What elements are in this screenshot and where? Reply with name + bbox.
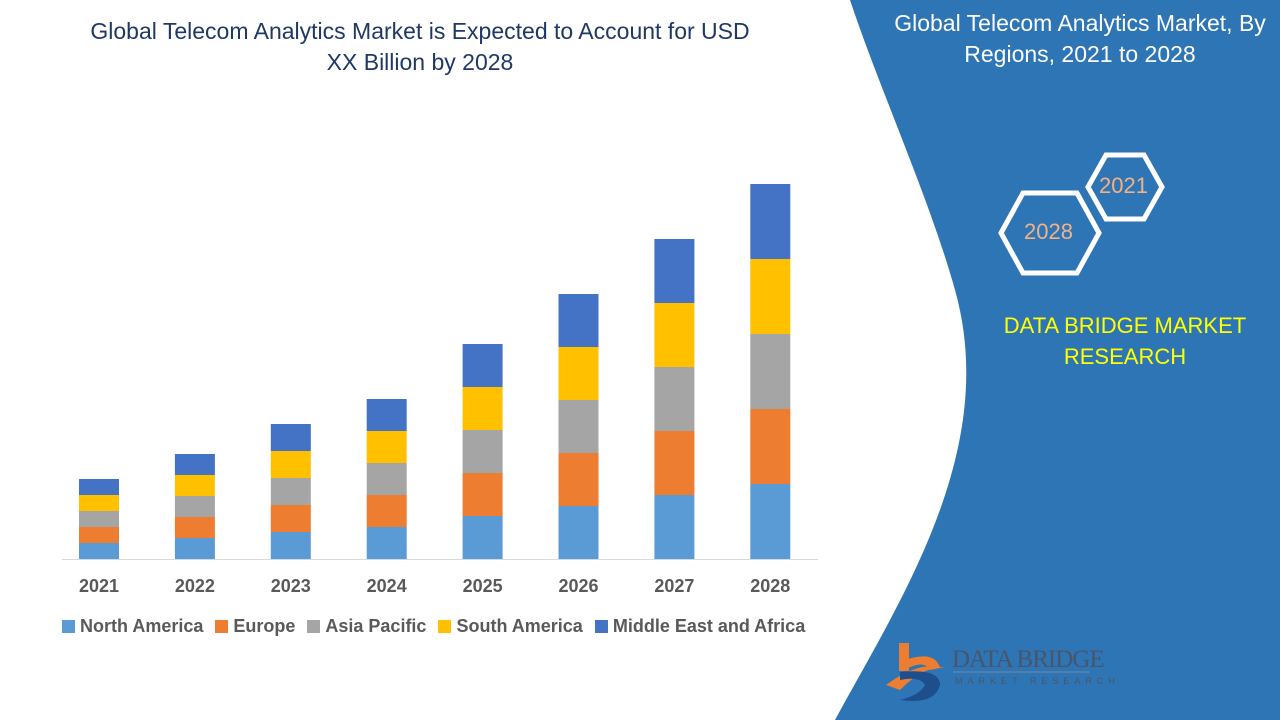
hex-year-2028: 2028: [1024, 219, 1073, 244]
bar-segment-south-america: [750, 259, 791, 334]
bar-segment-europe: [654, 431, 695, 495]
logo-icon: [886, 643, 945, 701]
bar-segment-middle-east-and-africa: [750, 184, 791, 259]
right-panel: [835, 0, 1280, 720]
bar-segment-north-america: [174, 538, 215, 559]
legend-label: South America: [456, 616, 583, 636]
bar-segment-north-america: [366, 527, 407, 559]
x-tick-label: 2025: [462, 576, 503, 596]
bar-segment-asia-pacific: [462, 430, 503, 473]
x-tick-label: 2027: [654, 576, 695, 596]
bar-segment-middle-east-and-africa: [79, 479, 119, 495]
logo-name: DATA BRIDGE: [952, 646, 1105, 673]
legend-item: South America: [438, 616, 583, 637]
x-tick-label: 2022: [174, 576, 215, 596]
legend-label: Middle East and Africa: [612, 616, 806, 636]
bar-segment-north-america: [462, 516, 503, 559]
bars: [79, 184, 791, 559]
bar-segment-north-america: [270, 532, 311, 559]
bar-segment-north-america: [79, 543, 119, 559]
bar-segment-middle-east-and-africa: [654, 239, 695, 303]
legend-item: Europe: [215, 616, 295, 637]
bar-segment-europe: [558, 453, 599, 506]
bar-segment-middle-east-and-africa: [558, 294, 599, 347]
bar-segment-south-america: [462, 387, 503, 430]
x-tick-label: 2023: [270, 576, 311, 596]
legend: North America Europe Asia Pacific South …: [62, 616, 805, 637]
hexagon-2021: [1085, 152, 1165, 222]
hexagon-2028: [998, 190, 1102, 276]
bar-segment-north-america: [654, 495, 695, 559]
bar-segment-middle-east-and-africa: [174, 454, 215, 475]
x-tick-label: 2021: [78, 576, 120, 596]
bar-segment-asia-pacific: [654, 367, 695, 431]
bar-segment-asia-pacific: [750, 334, 791, 409]
x-tick-label: 2028: [750, 576, 791, 596]
bar-segment-europe: [462, 473, 503, 516]
bar-segment-south-america: [558, 347, 599, 400]
panel-title: Global Telecom Analytics Market, By Regi…: [894, 10, 1266, 67]
bar-segment-asia-pacific: [270, 478, 311, 505]
bar-segment-europe: [174, 517, 215, 538]
bar-segment-middle-east-and-africa: [366, 399, 407, 431]
bar-segment-asia-pacific: [174, 496, 215, 517]
bar-segment-europe: [270, 505, 311, 532]
bar-segment-north-america: [750, 484, 791, 559]
bar-segment-middle-east-and-africa: [270, 424, 311, 451]
legend-label: Asia Pacific: [325, 616, 427, 636]
legend-swatch: [215, 620, 229, 633]
bar-segment-asia-pacific: [558, 400, 599, 453]
bar-segment-asia-pacific: [366, 463, 407, 495]
bar-segment-north-america: [558, 506, 599, 559]
legend-item: North America: [62, 616, 203, 637]
bar-segment-south-america: [270, 451, 311, 478]
hex-year-2021: 2021: [1099, 173, 1148, 198]
bar-segment-europe: [366, 495, 407, 527]
legend-label: Europe: [233, 616, 296, 636]
x-tick-label: 2024: [366, 576, 407, 596]
bar-segment-south-america: [366, 431, 407, 463]
bar-segment-europe: [750, 409, 791, 484]
bar-segment-south-america: [79, 495, 119, 511]
bar-segment-south-america: [174, 475, 215, 496]
legend-swatch: [594, 620, 608, 633]
legend-item: Middle East and Africa: [594, 616, 806, 637]
brand-text: DATA BRIDGE MARKET RESEARCH: [1003, 313, 1247, 369]
legend-swatch: [438, 620, 452, 633]
logo-subtitle: MARKET RESEARCH: [955, 676, 1120, 686]
bar-segment-south-america: [654, 303, 695, 367]
legend-swatch: [62, 620, 75, 633]
bar-segment-middle-east-and-africa: [462, 344, 503, 387]
legend-item: Asia Pacific: [307, 616, 426, 637]
bar-segment-europe: [79, 527, 119, 543]
bar-segment-asia-pacific: [79, 511, 119, 527]
legend-label: North America: [80, 616, 204, 636]
x-tick-label: 2026: [558, 576, 599, 596]
legend-swatch: [307, 620, 321, 633]
chart-title: Global Telecom Analytics Market is Expec…: [90, 18, 750, 75]
